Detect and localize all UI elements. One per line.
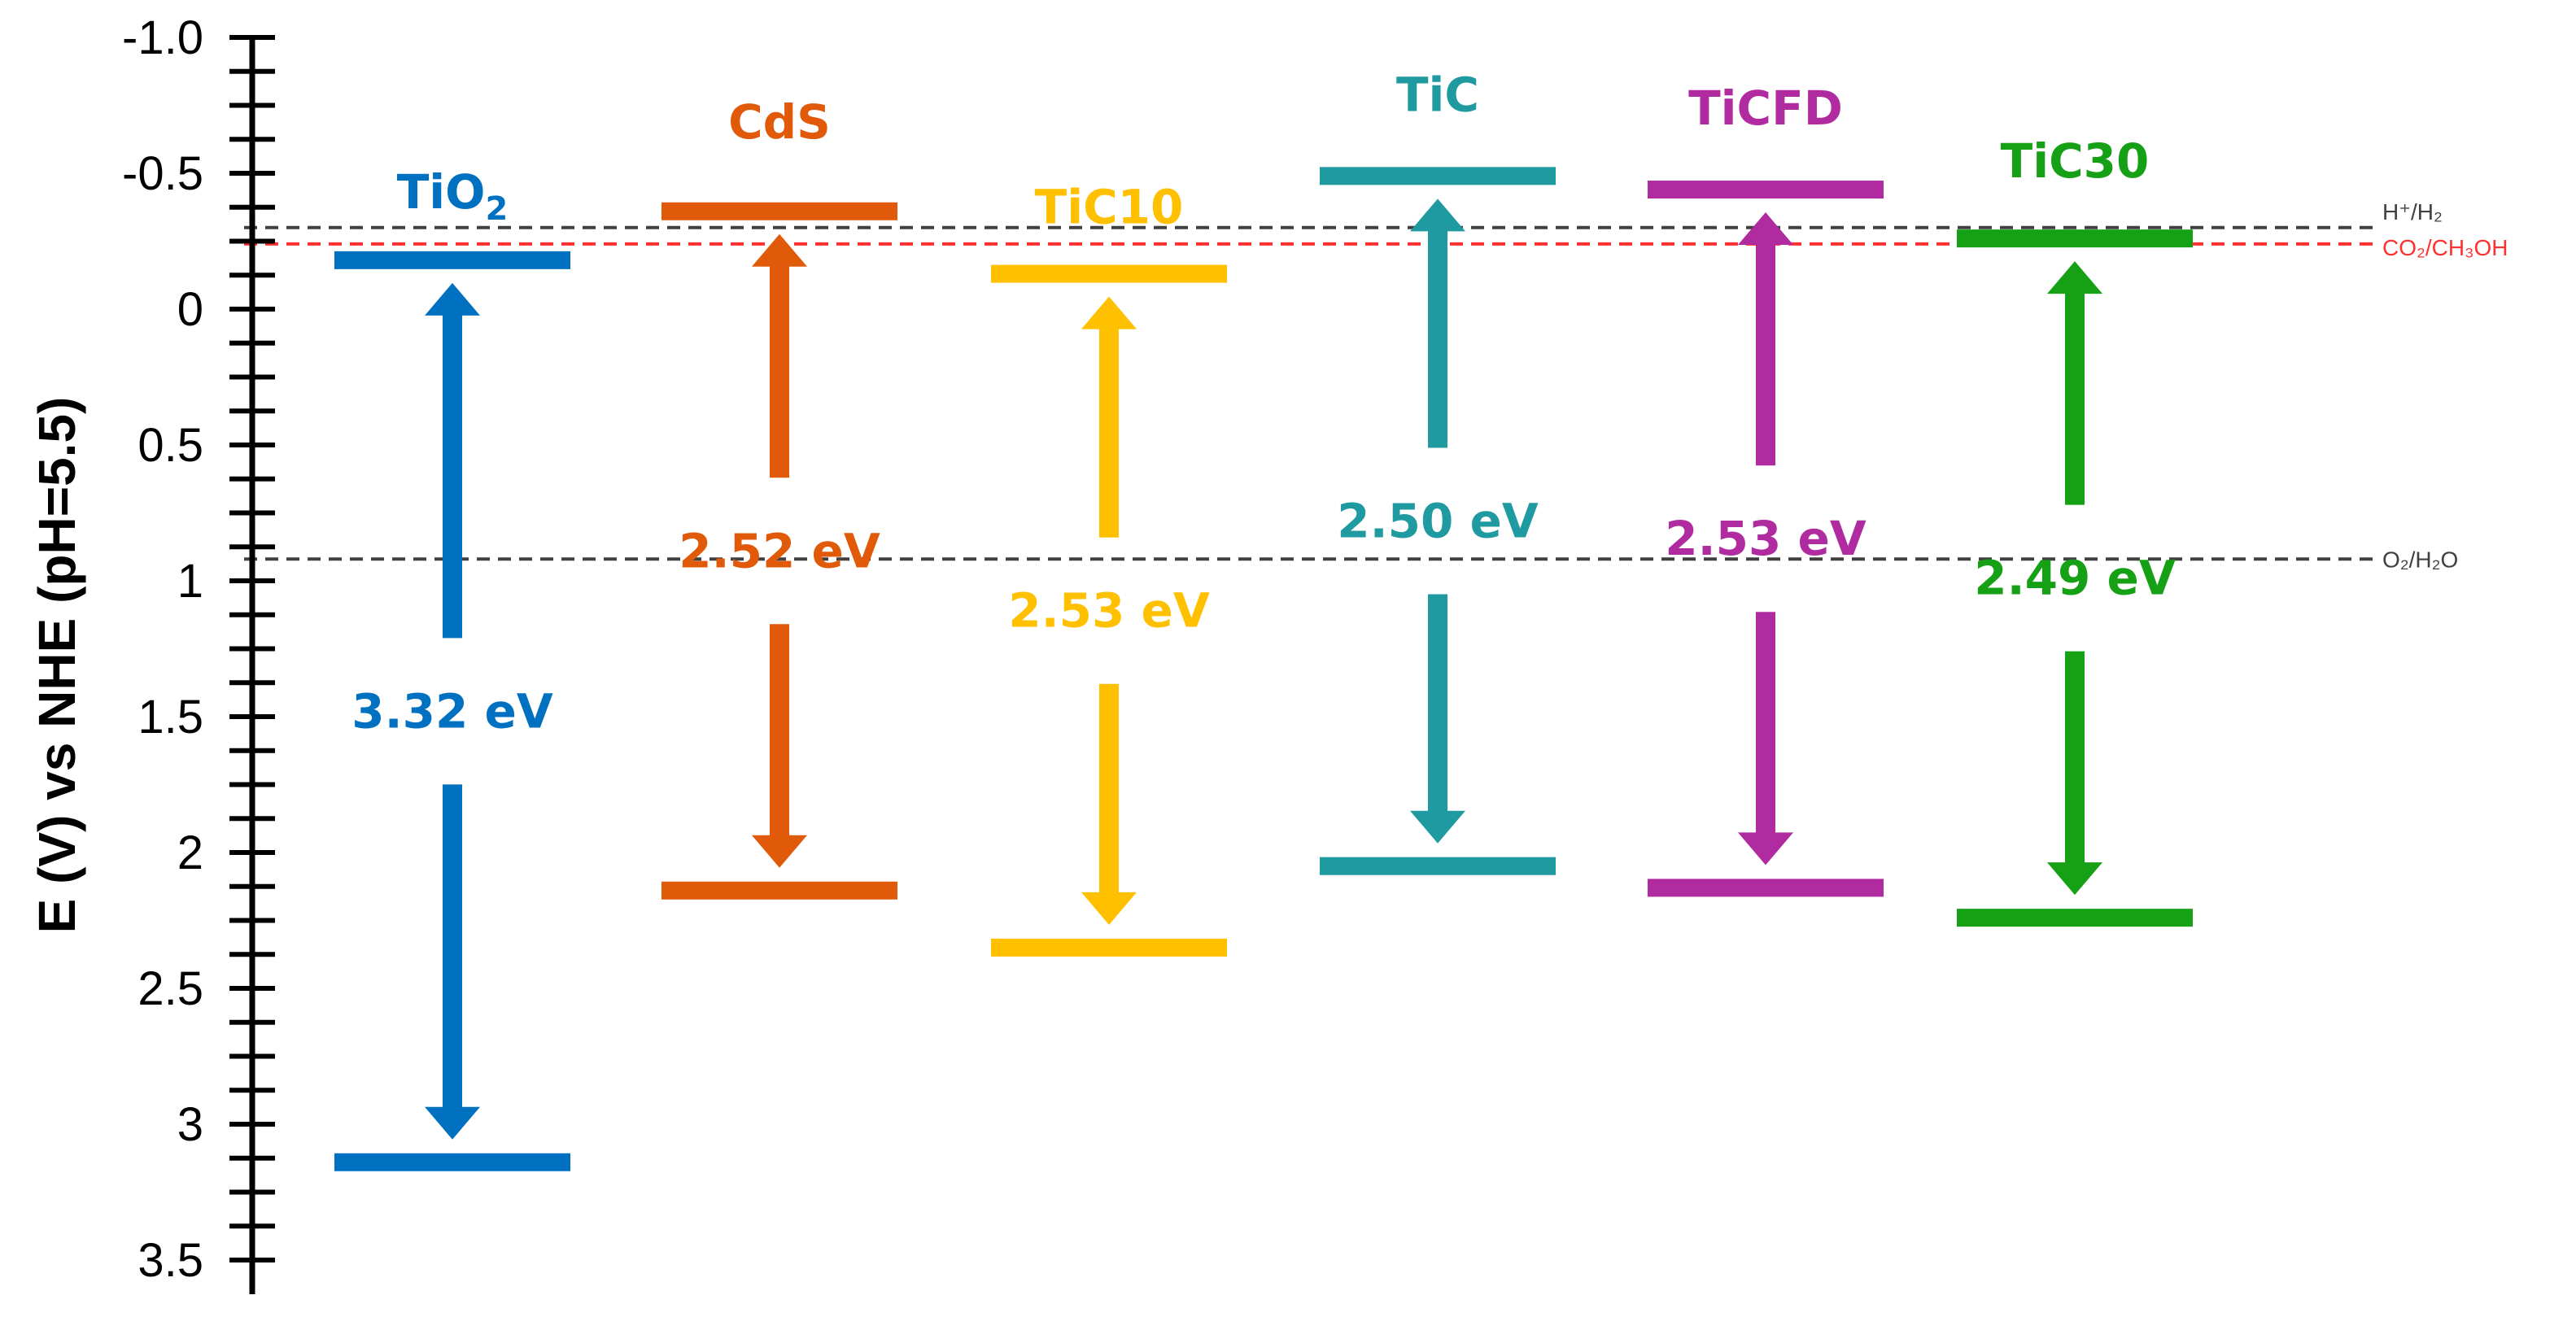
material-subscript: 2 [485, 190, 508, 228]
material-name: TiC10 [1035, 180, 1184, 235]
material-label: TiO2 [397, 164, 509, 228]
band-edges: 3.32 eV TiO2 2.52 eV CdS 2.53 eV TiC10 2.50 eV… [334, 67, 2193, 1171]
material-name: TiC30 [2001, 133, 2150, 189]
y-tick-label: 3 [177, 1098, 203, 1151]
conduction-band-bar [334, 251, 570, 269]
reference-label: CO₂/CH₃OH [2382, 235, 2508, 260]
material-group: 2.49 eV TiC30 [1957, 133, 2193, 927]
y-tick-label: -0.5 [122, 147, 203, 200]
valence-band-bar [661, 881, 897, 900]
band-gap-label: 2.49 eV [1974, 551, 2176, 606]
material-group: 3.32 eV TiO2 [334, 164, 570, 1171]
material-group: 2.52 eV CdS [661, 94, 897, 900]
y-tick-label: 2 [177, 826, 203, 879]
band-gap-label: 2.53 eV [1008, 583, 1210, 639]
conduction-band-bar [1957, 229, 2193, 248]
valence-band-bar [1648, 879, 1884, 897]
y-axis: -1.0 -0.5 0 0.5 1 1.5 2 2.5 3 3.5 [122, 11, 275, 1294]
band-gap-label: 2.52 eV [679, 523, 880, 578]
material-label: TiCFD [1688, 81, 1843, 136]
gap-arrow-head-down [1410, 810, 1465, 844]
y-tick-label: 1 [177, 555, 203, 608]
y-tick-label: 3.5 [138, 1234, 203, 1287]
material-name: CdS [728, 94, 831, 150]
gap-arrow-head-down [425, 1106, 480, 1140]
reference-levels: H⁺/H₂ CO₂/CH₃OH O₂/H₂O [244, 199, 2508, 572]
material-label: TiC30 [2001, 133, 2150, 189]
band-gap-label: 2.50 eV [1337, 494, 1539, 549]
gap-arrow-head-down [2047, 862, 2102, 896]
gap-arrow-head-down [1081, 892, 1137, 925]
conduction-band-bar [991, 264, 1227, 283]
gap-arrow-head-down [752, 835, 807, 868]
valence-band-bar [1957, 909, 2193, 927]
material-label: TiC10 [1035, 180, 1184, 235]
material-label: TiC [1396, 67, 1479, 122]
y-tick-label: 1.5 [138, 691, 203, 743]
y-tick-label: 0 [177, 283, 203, 336]
material-name: TiC [1396, 67, 1479, 122]
gap-arrow-head-up [752, 233, 807, 267]
gap-arrow-head-up [1410, 198, 1465, 232]
valence-band-bar [991, 938, 1227, 957]
gap-arrow-head-up [425, 282, 480, 316]
material-label: CdS [728, 94, 831, 150]
gap-arrow-head-up [2047, 261, 2102, 294]
valence-band-bar [334, 1153, 570, 1171]
material-group: 2.53 eV TiCFD [1648, 81, 1884, 897]
valence-band-bar [1320, 857, 1556, 875]
material-name: TiCFD [1688, 81, 1843, 136]
gap-arrow-head-down [1738, 832, 1793, 866]
material-name: TiO [397, 164, 486, 220]
conduction-band-bar [1320, 167, 1556, 185]
reference-label: O₂/H₂O [2382, 547, 2458, 572]
y-tick-label: -1.0 [122, 11, 203, 64]
y-tick-label: 2.5 [138, 962, 203, 1015]
y-tick-label: 0.5 [138, 419, 203, 472]
band-gap-label: 3.32 eV [351, 683, 553, 739]
gap-arrow-head-up [1081, 296, 1137, 329]
y-axis-title: E (V) vs NHE (pH=5.5) [28, 397, 86, 934]
material-group: 2.53 eV TiC10 [991, 180, 1227, 957]
reference-label: H⁺/H₂ [2382, 199, 2443, 225]
material-group: 2.50 eV TiC [1320, 67, 1556, 875]
gap-arrow-head-up [1738, 212, 1793, 246]
conduction-band-bar [1648, 181, 1884, 199]
conduction-band-bar [661, 202, 897, 220]
band-gap-label: 2.53 eV [1665, 511, 1867, 566]
